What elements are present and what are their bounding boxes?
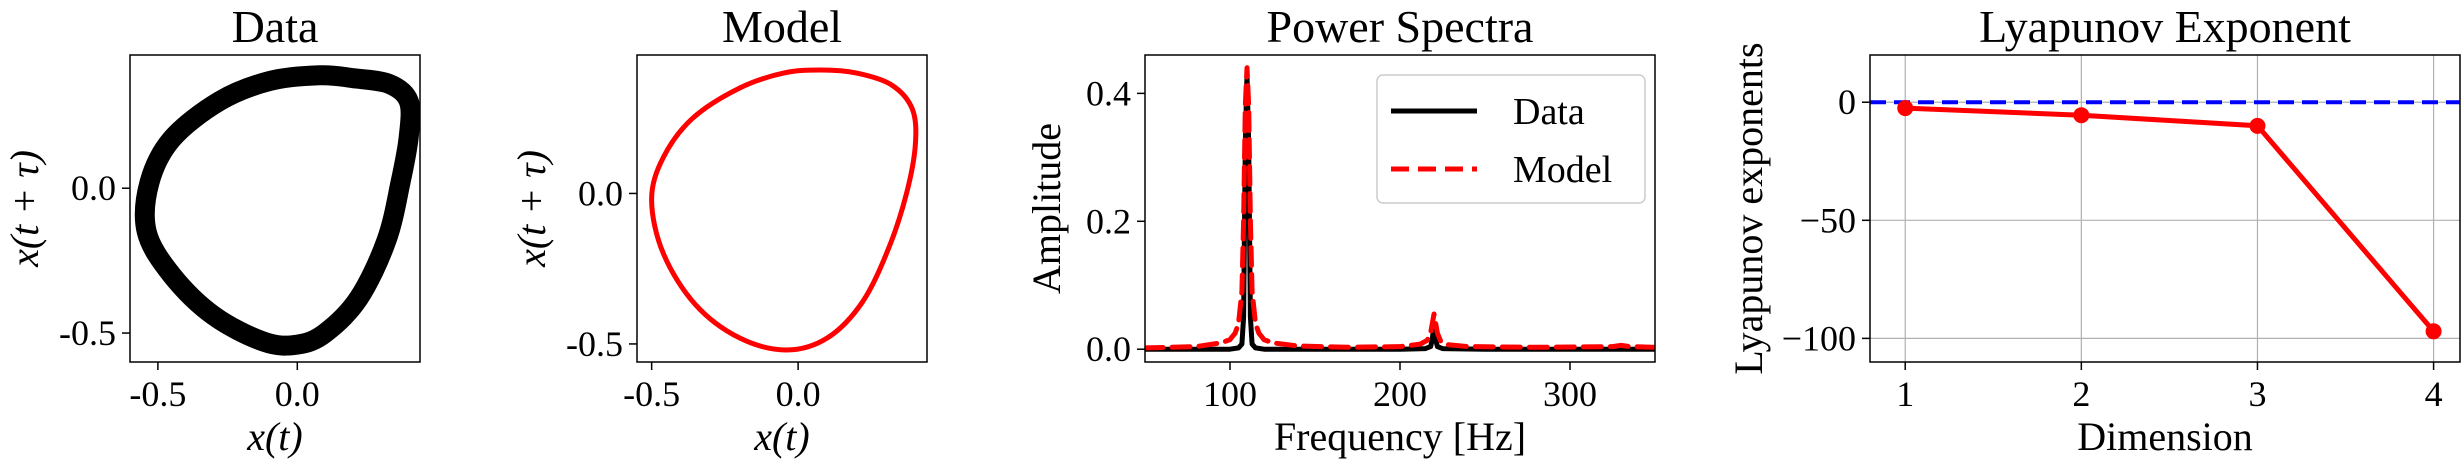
x-axis-label: Dimension bbox=[2077, 414, 2253, 459]
plot-area bbox=[649, 67, 919, 353]
axes-frame bbox=[636, 54, 928, 363]
y-tick-label: −50 bbox=[1800, 200, 1856, 240]
legend-box bbox=[1376, 74, 1646, 204]
x-tick-label: -0.5 bbox=[623, 374, 680, 414]
x-tick-label: -0.5 bbox=[129, 374, 186, 414]
y-axis-label: x(t + τ) bbox=[2, 150, 47, 268]
y-axis-label: x(t + τ) bbox=[509, 150, 554, 268]
y-tick-label: 0.0 bbox=[1086, 329, 1131, 369]
x-tick-label: 3 bbox=[2248, 374, 2266, 414]
legend-label: Data bbox=[1513, 91, 1585, 133]
series-line-1 bbox=[134, 65, 420, 356]
x-tick-label: 0.0 bbox=[275, 374, 320, 414]
panel-4: 1 2 3 4 0 −50 −100 Lyapunov Exponent Dimension Ly… bbox=[1726, 1, 2461, 459]
y-tick-label: 0.4 bbox=[1086, 73, 1131, 113]
x-tick-label: 4 bbox=[2425, 374, 2443, 414]
series-line-1 bbox=[649, 67, 919, 353]
x-tick-label: 200 bbox=[1373, 374, 1427, 414]
y-tick-label: 0 bbox=[1838, 82, 1856, 122]
y-tick-label: −100 bbox=[1782, 318, 1856, 358]
x-tick-label: 2 bbox=[2072, 374, 2090, 414]
data-point bbox=[2425, 323, 2442, 340]
panel-2: -0.5 0.0 0.0 -0.5 Model x(t) x(t + τ) bbox=[509, 1, 928, 459]
plot-area bbox=[1870, 100, 2460, 334]
y-axis-label: Amplitude bbox=[1024, 123, 1069, 294]
chart-title: Model bbox=[722, 1, 842, 52]
plot-area bbox=[134, 65, 420, 356]
x-axis-label: Frequency [Hz] bbox=[1274, 414, 1526, 459]
data-point bbox=[1897, 100, 1914, 117]
y-tick-label: 0.0 bbox=[71, 168, 116, 208]
panel-3: 100 200 300 0.0 0.2 0.4 Power Spectra Frequency… bbox=[1024, 1, 1656, 459]
series-line-1 bbox=[1902, 105, 2437, 334]
y-tick-label: 0.2 bbox=[1086, 201, 1131, 241]
data-point bbox=[2073, 107, 2090, 124]
series-line-1 bbox=[1145, 71, 1655, 352]
chart-title: Data bbox=[232, 1, 319, 52]
panel-1: -0.5 0.0 0.0 -0.5 Data x(t) x(t + τ) bbox=[2, 1, 421, 459]
axes-frame bbox=[1869, 54, 2461, 363]
y-axis-label: Lyapunov exponents bbox=[1726, 42, 1771, 374]
plot-area bbox=[1145, 65, 1655, 352]
axes-frame bbox=[129, 54, 421, 363]
x-axis-label: x(t) bbox=[246, 414, 303, 459]
y-tick-label: 0.0 bbox=[578, 173, 623, 213]
y-tick-label: -0.5 bbox=[566, 324, 623, 364]
x-axis-label: x(t) bbox=[753, 414, 810, 459]
chart-title: Power Spectra bbox=[1267, 1, 1534, 52]
x-tick-label: 300 bbox=[1543, 374, 1597, 414]
x-tick-label: 0.0 bbox=[776, 374, 821, 414]
y-tick-label: -0.5 bbox=[59, 313, 116, 353]
x-tick-label: 1 bbox=[1896, 374, 1914, 414]
chart-title: Lyapunov Exponent bbox=[1979, 1, 2351, 52]
legend-label: Model bbox=[1513, 149, 1612, 191]
series-line-2 bbox=[1145, 65, 1655, 351]
data-point bbox=[2249, 117, 2266, 134]
x-tick-label: 100 bbox=[1203, 374, 1257, 414]
